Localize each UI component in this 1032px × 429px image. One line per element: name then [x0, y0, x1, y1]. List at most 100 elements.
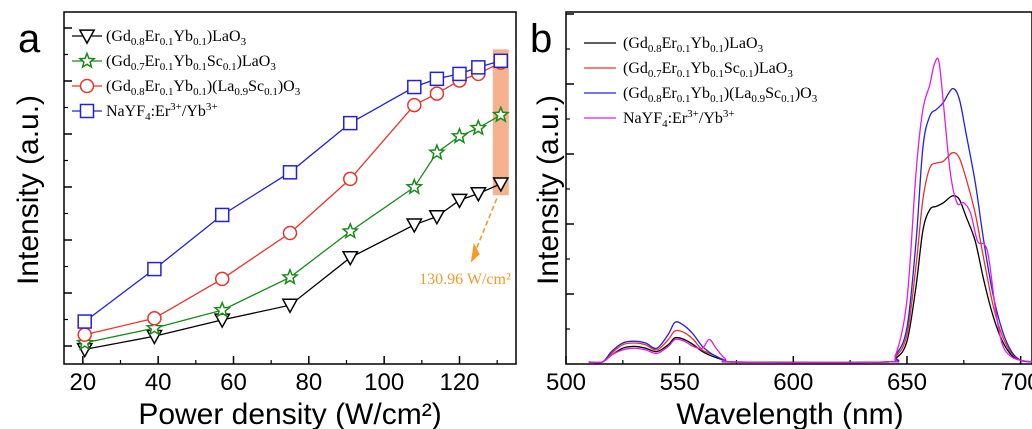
legend-text-part: 3: [241, 36, 247, 48]
x-tick-label: 700: [1001, 369, 1032, 396]
legend-text-part: Yb: [174, 78, 194, 95]
data-point-star: [427, 143, 446, 161]
panel-a-frame: [63, 11, 517, 365]
legend-text-part: 4: [145, 111, 151, 123]
data-point-star: [341, 221, 360, 240]
legend-text-part: 0.1: [677, 68, 691, 80]
data-point-triangle: [469, 187, 487, 203]
legend-text-part: Sc: [765, 85, 781, 102]
data-point-triangle: [492, 177, 510, 193]
legend-text-part: 0.1: [677, 93, 691, 105]
panel-a-chart: a 20 40 60 80 100 120 (Gd0.8Er0.1Yb0.1)LaO3(G…: [12, 11, 517, 429]
legend-text-part: )O: [795, 85, 812, 102]
legend-text-part: (Gd: [623, 85, 648, 102]
data-point-circle: [429, 86, 445, 101]
legend-text-part: 3+: [723, 108, 735, 120]
legend-text-part: Er: [145, 53, 161, 70]
x-tick-label: 80: [295, 369, 322, 396]
legend-text-part: :Er: [151, 103, 171, 120]
legend-text-part: 3: [787, 68, 793, 80]
data-point-star: [75, 333, 94, 351]
series-circle: [77, 55, 509, 342]
panel-a-annotation: 130.96 W/cm²: [419, 198, 511, 288]
annotation-arrowhead: [470, 242, 480, 263]
legend-label: (Gd0.8Er0.1Yb0.1)(La0.9Sc0.1)O3: [623, 85, 818, 105]
data-point-triangle: [428, 210, 446, 226]
legend-text-part: NaYF: [106, 103, 145, 120]
legend-text-part: /Yb: [699, 110, 723, 127]
legend-text-part: 0.1: [193, 36, 207, 48]
data-point-square: [147, 261, 162, 277]
legend-text-part: 0.1: [677, 43, 691, 55]
panel-b-series-group: [588, 57, 1032, 364]
panel-b-x-axis: 500 550 600 650 700: [546, 13, 1032, 396]
legend-text-part: 0.1: [160, 36, 174, 48]
x-tick-label: 100: [364, 369, 404, 396]
legend-label: (Gd0.8Er0.1Yb0.1)LaO3: [623, 35, 764, 55]
legend-text-part: 0.7: [131, 61, 145, 73]
legend-text-part: Er: [662, 35, 678, 52]
legend-text-part: (Gd: [623, 60, 648, 77]
legend-text-part: 0.8: [131, 86, 145, 98]
panel-b-chart: b 500550600650700 (Gd0.8Er0.1Yb0.1)LaO3(…: [530, 11, 1032, 429]
legend-text-part: Sc: [724, 60, 740, 77]
data-point-circle: [214, 271, 230, 287]
legend-text-part: (Gd: [106, 53, 131, 70]
data-point-square: [407, 79, 422, 95]
panel-a-legend: (Gd0.8Er0.1Yb0.1)LaO3(Gd0.7Er0.1Yb0.1Sc0…: [72, 28, 301, 123]
legend-text-part: 0.1: [710, 68, 724, 80]
panel-a-x-axis: 20 40 60 80 100 120: [64, 27, 498, 396]
data-point-star: [213, 300, 232, 318]
panel-a-letter: a: [18, 17, 41, 61]
data-point-star: [405, 177, 424, 195]
panel-b-legend: (Gd0.8Er0.1Yb0.1)LaO3(Gd0.7Er0.1Yb0.1Sc0…: [584, 35, 818, 130]
legend-text-part: (Gd: [623, 35, 648, 52]
data-point-square: [452, 66, 467, 82]
legend-text-part: 0.1: [193, 61, 207, 73]
legend-text-part: 3: [812, 93, 818, 105]
data-point-triangle: [78, 29, 96, 45]
series-line: [84, 183, 502, 351]
legend-text-part: 0.1: [160, 61, 174, 73]
spectrum-line: [588, 151, 1032, 364]
data-point-circle: [79, 78, 95, 94]
legend-text-part: 0.1: [193, 86, 207, 98]
x-tick-label: 600: [773, 369, 813, 396]
data-point-circle: [282, 225, 298, 241]
data-point-triangle: [451, 193, 468, 209]
legend-text-part: )LaO: [207, 28, 241, 45]
legend-text-part: Yb: [691, 60, 711, 77]
legend-text-part: (Gd: [106, 78, 131, 95]
legend-text-part: 3: [758, 43, 764, 55]
panel-b-frame: [565, 11, 1032, 365]
x-tick-label: 650: [887, 369, 927, 396]
legend-text-part: )(La: [207, 78, 235, 95]
annotation-arrow: [472, 198, 498, 258]
panel-a-y-axis-title: Intensity (a.u.): [12, 95, 45, 285]
data-point-square: [282, 165, 298, 180]
panel-b-x-axis-title: Wavelength (nm): [676, 398, 903, 429]
legend-text-part: 0.1: [264, 86, 278, 98]
data-point-circle: [407, 97, 422, 113]
legend-text-part: 0.1: [740, 68, 754, 80]
legend-text-part: NaYF: [623, 110, 662, 127]
spectrum-line: [588, 57, 1032, 364]
legend-text-part: 3+: [687, 108, 699, 120]
legend-text-part: Sc: [207, 53, 223, 70]
annotation-label: 130.96 W/cm²: [419, 271, 511, 288]
legend-text-part: Yb: [691, 85, 711, 102]
series-line: [84, 60, 501, 323]
data-point-circle: [77, 327, 92, 342]
legend-text-part: 0.9: [751, 93, 765, 105]
panel-b-letter: b: [530, 17, 552, 61]
legend-text-part: 3+: [206, 101, 218, 113]
panel-a-series-group: [75, 53, 510, 359]
data-point-square: [79, 103, 95, 119]
legend-text-part: 3: [270, 61, 276, 73]
spectrum-line: [588, 195, 1032, 364]
data-point-triangle: [281, 298, 299, 314]
legend-text-part: /Yb: [182, 103, 206, 120]
series-square: [77, 53, 509, 329]
data-point-square: [343, 115, 358, 131]
